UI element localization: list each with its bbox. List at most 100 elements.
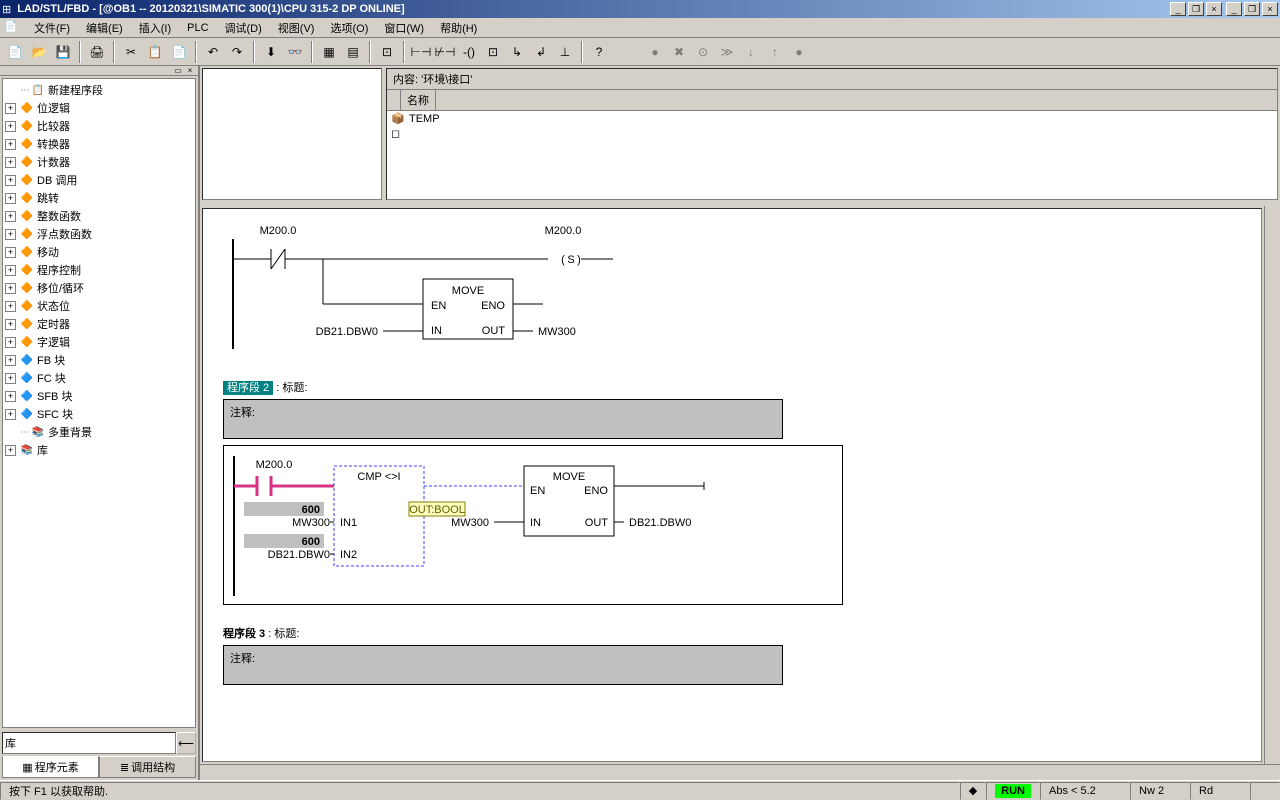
tb-branch-open[interactable]: ↳ [506,41,528,63]
tree-item[interactable]: +🔶跳转 [5,189,193,207]
tree-item[interactable]: +🔷SFC 块 [5,405,193,423]
svg-text:IN2: IN2 [340,549,357,561]
tb-monitor[interactable]: 👓 [284,41,306,63]
tree-item[interactable]: +🔶移动 [5,243,193,261]
tb-stop[interactable]: ✖ [668,41,690,63]
tree-item[interactable]: +🔶移位/循环 [5,279,193,297]
tb-out[interactable]: ↑ [764,41,786,63]
status-run: RUN [986,782,1040,800]
tree-item-icon: 🔶 [20,336,34,348]
tab-call-structure[interactable]: ≣调用结构 [99,756,196,778]
tree-item-label: 计数器 [37,154,70,170]
inner-close-button[interactable]: × [1206,2,1222,16]
menu-edit[interactable]: 编辑(E) [78,18,131,38]
tree-item-icon: 🔶 [20,264,34,276]
tree-item[interactable]: +🔶比较器 [5,117,193,135]
tb-open[interactable]: 📂 [28,41,50,63]
tb-step[interactable]: ⊙ [692,41,714,63]
menu-view[interactable]: 视图(V) [270,18,323,38]
network-3-comment[interactable]: 注释: [223,645,783,685]
tree-item[interactable]: +🔶程序控制 [5,261,193,279]
menu-options[interactable]: 选项(O) [322,18,376,38]
tree-item[interactable]: ⋯📋新建程序段 [5,81,193,99]
tb-into[interactable]: ↓ [740,41,762,63]
tree-item[interactable]: +🔶位逻辑 [5,99,193,117]
temp-icon: 📦 [391,112,405,125]
network-2-comment[interactable]: 注释: [223,399,783,439]
menu-window[interactable]: 窗口(W) [376,18,432,38]
menu-file[interactable]: 文件(F) [26,18,78,38]
temp-row[interactable]: 📦 TEMP [387,111,1277,126]
tree-item[interactable]: +🔷FB 块 [5,351,193,369]
tree-item[interactable]: +🔶浮点数函数 [5,225,193,243]
tb-network[interactable]: ⊡ [376,41,398,63]
tree-item[interactable]: +🔶字逻辑 [5,333,193,351]
min-button[interactable]: _ [1226,2,1242,16]
tb-contact-nc[interactable]: ⊬⊣ [434,41,456,63]
menu-plc[interactable]: PLC [179,20,216,36]
network-1-diagram: M200.0 M200.0 ( S ) [223,219,823,359]
tree-item[interactable]: +🔷FC 块 [5,369,193,387]
restore-button[interactable]: ❐ [1244,2,1260,16]
tb-redo[interactable]: ↷ [226,41,248,63]
ladder-editor[interactable]: M200.0 M200.0 ( S ) [202,208,1262,762]
tb-catalog[interactable]: ▦ [318,41,340,63]
tb-detail[interactable]: ▤ [342,41,364,63]
status-rd: Rd [1190,782,1250,800]
tree-item[interactable]: ⋯📚多重背景 [5,423,193,441]
sidebar-undock[interactable]: ▭ [172,66,184,76]
search-input[interactable] [2,732,176,754]
tb-contact-no[interactable]: ⊢⊣ [410,41,432,63]
tb-copy[interactable]: 📋 [144,41,166,63]
elements-tree[interactable]: ⋯📋新建程序段+🔶位逻辑+🔶比较器+🔶转换器+🔶计数器+🔶DB 调用+🔶跳转+🔶… [2,78,196,728]
editor-vscroll[interactable] [1264,206,1280,764]
svg-text:M200.0: M200.0 [260,225,297,237]
inner-window-buttons: _ ❐ × [1170,2,1222,16]
menu-help[interactable]: 帮助(H) [432,18,485,38]
tb-coil[interactable]: -() [458,41,480,63]
tree-item[interactable]: +📚库 [5,441,193,459]
tab-program-elements[interactable]: ▦程序元素 [2,756,99,778]
tb-bp[interactable]: ● [788,41,810,63]
tree-item[interactable]: +🔶DB 调用 [5,171,193,189]
tb-connection[interactable]: ⊥ [554,41,576,63]
empty-row[interactable]: ◻ [387,126,1277,141]
app-icon: ⊞ [2,3,11,16]
svg-text:ENO: ENO [584,485,608,497]
tb-help[interactable]: ? [588,41,610,63]
network-1: M200.0 M200.0 ( S ) [223,219,1241,359]
search-go-button[interactable]: ⟵ [176,732,196,754]
inner-restore-button[interactable]: ❐ [1188,2,1204,16]
tree-item[interactable]: +🔷SFB 块 [5,387,193,405]
inner-min-button[interactable]: _ [1170,2,1186,16]
tb-go[interactable]: ● [644,41,666,63]
toolbar: 📄 📂 💾 🖨 ✂ 📋 📄 ↶ ↷ ⬇ 👓 ▦ ▤ ⊡ ⊢⊣ ⊬⊣ -() ⊡ … [0,38,1280,66]
tb-cut[interactable]: ✂ [120,41,142,63]
tb-save[interactable]: 💾 [52,41,74,63]
tb-paste[interactable]: 📄 [168,41,190,63]
tb-next[interactable]: ≫ [716,41,738,63]
tb-undo[interactable]: ↶ [202,41,224,63]
tree-item[interactable]: +🔶状态位 [5,297,193,315]
tree-item[interactable]: +🔶计数器 [5,153,193,171]
titlebar: ⊞ LAD/STL/FBD - [@OB1 -- 20120321\SIMATI… [0,0,1280,18]
close-button[interactable]: × [1262,2,1278,16]
interface-tree[interactable] [202,68,382,200]
sidebar-close[interactable]: × [184,66,196,76]
tb-print[interactable]: 🖨 [86,41,108,63]
tb-download[interactable]: ⬇ [260,41,282,63]
editor-hscroll[interactable] [200,764,1280,780]
menu-insert[interactable]: 插入(I) [131,18,179,38]
tb-branch-close[interactable]: ↲ [530,41,552,63]
tb-new[interactable]: 📄 [4,41,26,63]
tree-item[interactable]: +🔶转换器 [5,135,193,153]
empty-icon: ◻ [391,127,405,140]
status-help: 按下 F1 以获取帮助. [0,782,960,800]
tree-item-icon: 🔶 [20,210,34,222]
menu-app-icon[interactable]: 📄 [4,20,20,36]
tb-box[interactable]: ⊡ [482,41,504,63]
tree-item[interactable]: +🔶整数函数 [5,207,193,225]
menu-debug[interactable]: 调试(D) [217,18,270,38]
svg-text:OUT: OUT [585,517,609,529]
tree-item[interactable]: +🔶定时器 [5,315,193,333]
